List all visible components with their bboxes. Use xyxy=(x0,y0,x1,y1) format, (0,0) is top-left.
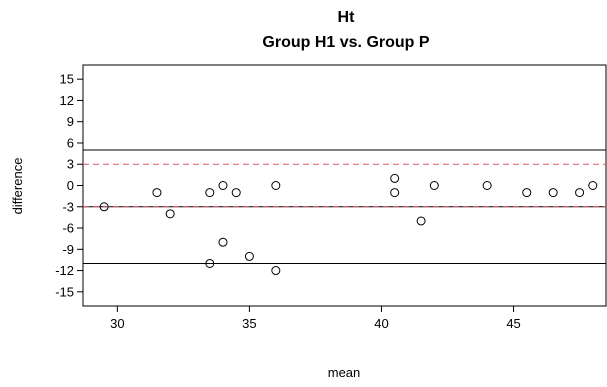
reference-lines xyxy=(83,149,606,264)
data-point xyxy=(416,216,426,226)
x-axis-label: mean xyxy=(328,365,361,380)
data-point xyxy=(390,173,400,183)
x-tick-label: 35 xyxy=(242,316,256,331)
data-point xyxy=(271,181,281,190)
data-point xyxy=(575,188,585,198)
y-tick-label: 6 xyxy=(67,135,74,150)
data-point xyxy=(429,181,439,190)
y-tick-label: 15 xyxy=(60,72,74,87)
plot-area-frame xyxy=(82,64,607,307)
y-tick-label: 9 xyxy=(67,114,74,129)
y-axis: 15 12 9 6 3 0 -3 -6 -9 -12 -15 xyxy=(55,72,83,299)
data-point xyxy=(390,188,400,198)
data-point xyxy=(244,251,254,261)
data-point xyxy=(231,188,241,198)
y-tick-label: 0 xyxy=(67,178,74,193)
y-tick-label: -15 xyxy=(55,284,74,299)
data-point xyxy=(522,188,532,198)
y-tick-label: -3 xyxy=(62,199,74,214)
data-point xyxy=(482,181,492,190)
data-point xyxy=(205,258,215,268)
y-axis-label: difference xyxy=(10,158,25,215)
x-tick-label: 45 xyxy=(506,316,520,331)
chart-subtitle: Group H1 vs. Group P xyxy=(262,34,429,51)
data-point xyxy=(152,188,162,198)
data-point xyxy=(588,181,598,190)
y-tick-label: -12 xyxy=(55,263,74,278)
x-tick-label: 40 xyxy=(374,316,388,331)
y-tick-label: -9 xyxy=(62,242,74,257)
data-point xyxy=(218,181,228,190)
chart-title: Ht xyxy=(338,9,356,26)
y-tick-label: 12 xyxy=(60,93,74,108)
data-points xyxy=(99,173,598,276)
x-tick-label: 30 xyxy=(110,316,124,331)
data-point xyxy=(271,266,281,276)
data-point xyxy=(218,237,228,247)
y-tick-label: 3 xyxy=(67,157,74,172)
data-point xyxy=(548,188,558,198)
x-axis: 30 35 40 45 xyxy=(110,306,521,331)
data-point xyxy=(99,202,109,212)
data-point xyxy=(205,188,215,198)
y-tick-label: -6 xyxy=(62,221,74,236)
data-point xyxy=(165,209,175,219)
